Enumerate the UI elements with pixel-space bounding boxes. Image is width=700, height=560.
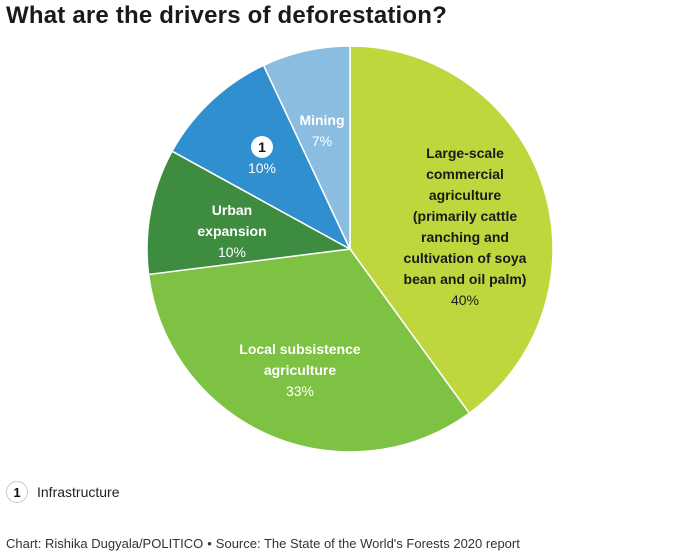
pie-slice-0	[349, 45, 554, 415]
slice-label-1-line-1: agriculture	[264, 362, 337, 378]
slice-label-0-line-6: bean and oil palm)	[404, 271, 527, 287]
slice-label-1-line-0: Local subsistence	[239, 341, 361, 357]
slice-value-0: 40%	[451, 292, 479, 308]
legend-text: Infrastructure	[37, 484, 120, 500]
footer-separator: •	[207, 536, 212, 551]
slice-label-0-line-2: agriculture	[429, 187, 502, 203]
slice-marker-3: 1	[251, 136, 273, 158]
legend-marker: 1	[6, 481, 28, 503]
slice-value-1: 33%	[286, 383, 314, 399]
slice-label-0-line-1: commercial	[426, 166, 504, 182]
chart-footer: Chart: Rishika Dugyala/POLITICO • Source: …	[6, 536, 520, 551]
slice-label-0-line-0: Large-scale	[426, 145, 504, 161]
pie-slice-1	[147, 248, 471, 453]
slice-label-4-line-0: Mining	[299, 112, 344, 128]
slice-value-2: 10%	[218, 244, 246, 260]
footer-credit: Chart: Rishika Dugyala/POLITICO	[6, 536, 204, 551]
slice-label-0-line-3: (primarily cattle	[413, 208, 517, 224]
slice-value-4: 7%	[312, 133, 332, 149]
pie-chart: Large-scale commercial agriculture (primari…	[146, 45, 554, 453]
footer-source: Source: The State of the World's Forests…	[215, 536, 520, 551]
svg-text:1: 1	[258, 139, 266, 155]
legend: 1 Infrastructure	[6, 481, 119, 503]
slice-value-3: 10%	[248, 160, 276, 176]
slice-label-2-line-1: expansion	[197, 223, 266, 239]
pie-slice-4	[262, 45, 351, 250]
slice-label-0-line-5: cultivation of soya	[404, 250, 527, 266]
chart-title: What are the drivers of deforestation?	[6, 2, 448, 29]
slice-label-0-line-4: ranching and	[421, 229, 509, 245]
slice-label-2-line-0: Urban	[212, 202, 252, 218]
pie-slice-2	[146, 150, 353, 276]
